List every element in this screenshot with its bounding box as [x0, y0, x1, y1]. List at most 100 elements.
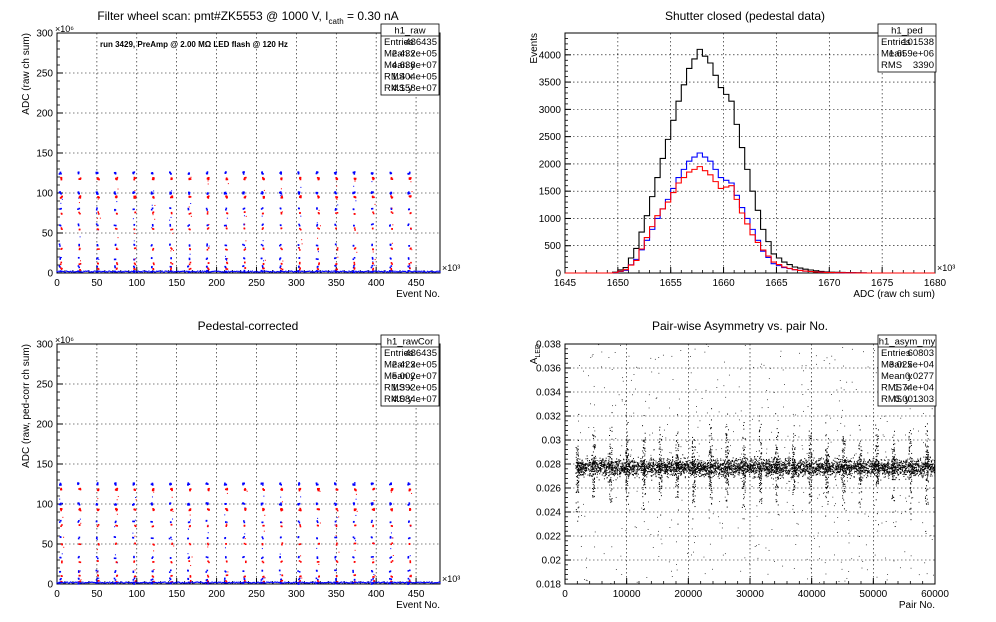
- scatter-point: [805, 459, 807, 461]
- scatter-point: [684, 469, 686, 471]
- scatter-point: [605, 459, 607, 461]
- scatter-point: [764, 475, 766, 477]
- scatter-point: [59, 191, 61, 193]
- scatter-point: [348, 582, 350, 584]
- scatter-point: [65, 271, 67, 273]
- scatter-point: [209, 582, 211, 584]
- scatter-point: [101, 270, 103, 273]
- x-tick-label-3: 1660: [712, 278, 735, 289]
- scatter-point: [371, 181, 373, 183]
- scatter-point: [318, 270, 320, 272]
- scatter-point: [230, 270, 232, 272]
- scatter-point: [657, 461, 659, 463]
- scatter-point: [420, 271, 422, 273]
- scatter-point: [77, 172, 80, 175]
- scatter-point: [224, 255, 226, 257]
- scatter-point: [896, 469, 898, 471]
- scatter-point: [225, 560, 228, 563]
- scatter-point: [660, 470, 662, 472]
- scatter-point: [132, 570, 135, 573]
- scatter-point: [778, 469, 780, 471]
- scatter-point: [96, 549, 98, 551]
- scatter-point: [78, 488, 80, 490]
- scatter-point: [905, 473, 907, 475]
- scatter-point: [66, 581, 69, 583]
- scatter-point: [260, 502, 263, 505]
- scatter-point: [162, 581, 164, 583]
- scatter-point: [188, 556, 191, 558]
- scatter-point: [774, 457, 776, 459]
- scatter-point: [792, 463, 794, 465]
- scatter-point: [225, 195, 227, 198]
- scatter-point: [261, 548, 263, 550]
- scatter-point: [295, 581, 297, 583]
- scatter-point: [799, 460, 801, 462]
- scatter-point: [201, 270, 204, 272]
- scatter-point: [244, 581, 246, 583]
- scatter-point: [407, 192, 410, 195]
- scatter-point: [749, 463, 751, 465]
- scatter-point: [753, 461, 755, 463]
- scatter-point: [389, 171, 392, 174]
- scatter-point: [390, 556, 393, 558]
- scatter-point: [199, 581, 201, 584]
- scatter-point: [315, 270, 318, 272]
- scatter-point: [826, 471, 828, 473]
- scatter-point: [390, 561, 393, 563]
- scatter-point: [60, 176, 62, 179]
- scatter-point: [728, 468, 730, 470]
- scatter-point: [178, 581, 181, 583]
- scatter-point: [437, 271, 439, 273]
- scatter-point: [243, 249, 246, 251]
- scatter-point: [65, 582, 67, 584]
- scatter-point: [116, 574, 119, 577]
- scatter-point: [597, 469, 599, 471]
- scatter-point: [599, 459, 601, 461]
- scatter-point: [318, 228, 320, 230]
- scatter-point: [426, 270, 429, 272]
- scatter-point: [774, 471, 776, 473]
- scatter-point: [157, 581, 160, 583]
- stats-row-label-2: RMS: [881, 60, 902, 71]
- scatter-point: [612, 469, 614, 471]
- scatter-point: [133, 583, 135, 585]
- scatter-point: [718, 472, 720, 474]
- scatter-point: [371, 570, 374, 573]
- scatter-point: [152, 228, 155, 230]
- scatter-point: [389, 582, 391, 585]
- scatter-point: [93, 270, 95, 272]
- scatter-point: [77, 581, 79, 583]
- scatter-point: [110, 271, 112, 273]
- scatter-point: [353, 542, 356, 545]
- scatter-point: [255, 271, 257, 273]
- scatter-point: [189, 212, 192, 215]
- scatter-point: [174, 271, 176, 273]
- scatter-point: [118, 582, 120, 584]
- scatter-point: [924, 464, 926, 466]
- scatter-point: [316, 582, 319, 584]
- scatter-point: [60, 270, 62, 273]
- scatter-point: [245, 581, 248, 583]
- scatter-point: [225, 483, 228, 486]
- scatter-point: [167, 271, 169, 273]
- scatter-point: [858, 470, 860, 472]
- scatter-point: [301, 243, 303, 245]
- x-tick-label-4: 1665: [765, 278, 788, 289]
- scatter-point: [116, 513, 118, 515]
- scatter-point: [169, 582, 172, 585]
- scatter-point: [290, 270, 293, 272]
- scatter-point: [88, 271, 91, 273]
- scatter-point: [163, 581, 165, 583]
- scatter-point: [152, 569, 154, 571]
- scatter-point: [912, 466, 914, 468]
- scatter-point: [235, 270, 237, 273]
- scatter-point: [97, 498, 99, 500]
- scatter-point: [281, 522, 283, 524]
- scatter-point: [645, 465, 647, 467]
- scatter-point: [672, 470, 674, 472]
- scatter-point: [389, 271, 391, 273]
- scatter-point: [371, 244, 373, 247]
- scatter-point: [807, 476, 809, 478]
- scatter-point: [91, 581, 94, 583]
- scatter-point: [114, 504, 116, 506]
